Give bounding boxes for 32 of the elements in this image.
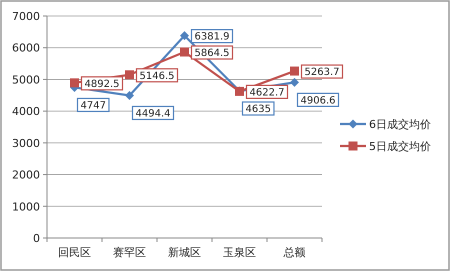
- x-tick-label: 玉泉区: [223, 246, 256, 259]
- point: [180, 31, 189, 40]
- y-tick-label: 1000: [12, 200, 40, 214]
- y-tick-label: 7000: [12, 10, 40, 23]
- data-label: 4892.5: [84, 78, 120, 90]
- data-label: 5263.7: [304, 67, 340, 78]
- point: [125, 70, 134, 80]
- point: [70, 78, 79, 88]
- data-label: 4622.7: [250, 87, 284, 98]
- x-tick-label: 总额: [282, 246, 306, 259]
- point: [180, 48, 189, 57]
- y-tick-label: 0: [33, 232, 40, 245]
- data-label: 6381.9: [194, 32, 230, 43]
- point: [290, 78, 299, 87]
- y-tick-label: 4000: [12, 105, 40, 118]
- point: [125, 90, 134, 100]
- data-label: 4494.4: [136, 108, 170, 120]
- point: [290, 66, 299, 76]
- data-label: 4906.6: [300, 95, 336, 106]
- data-label: 4635: [246, 104, 271, 116]
- data-label: 5864.5: [194, 48, 230, 60]
- legend-label: 5日成交均价: [369, 140, 431, 153]
- x-tick-label: 赛罕区: [113, 246, 146, 259]
- legend-label: 6日成交均价: [369, 118, 431, 131]
- x-tick-label: 新城区: [168, 246, 201, 259]
- y-tick-label: 3000: [12, 136, 40, 150]
- y-tick-label: 6000: [12, 42, 40, 55]
- y-tick-label: 2000: [12, 168, 40, 182]
- data-label: 4747: [80, 100, 106, 112]
- data-label: 5146.5: [140, 70, 174, 82]
- x-tick-label: 回民区: [58, 246, 91, 259]
- y-tick-label: 5000: [12, 73, 40, 86]
